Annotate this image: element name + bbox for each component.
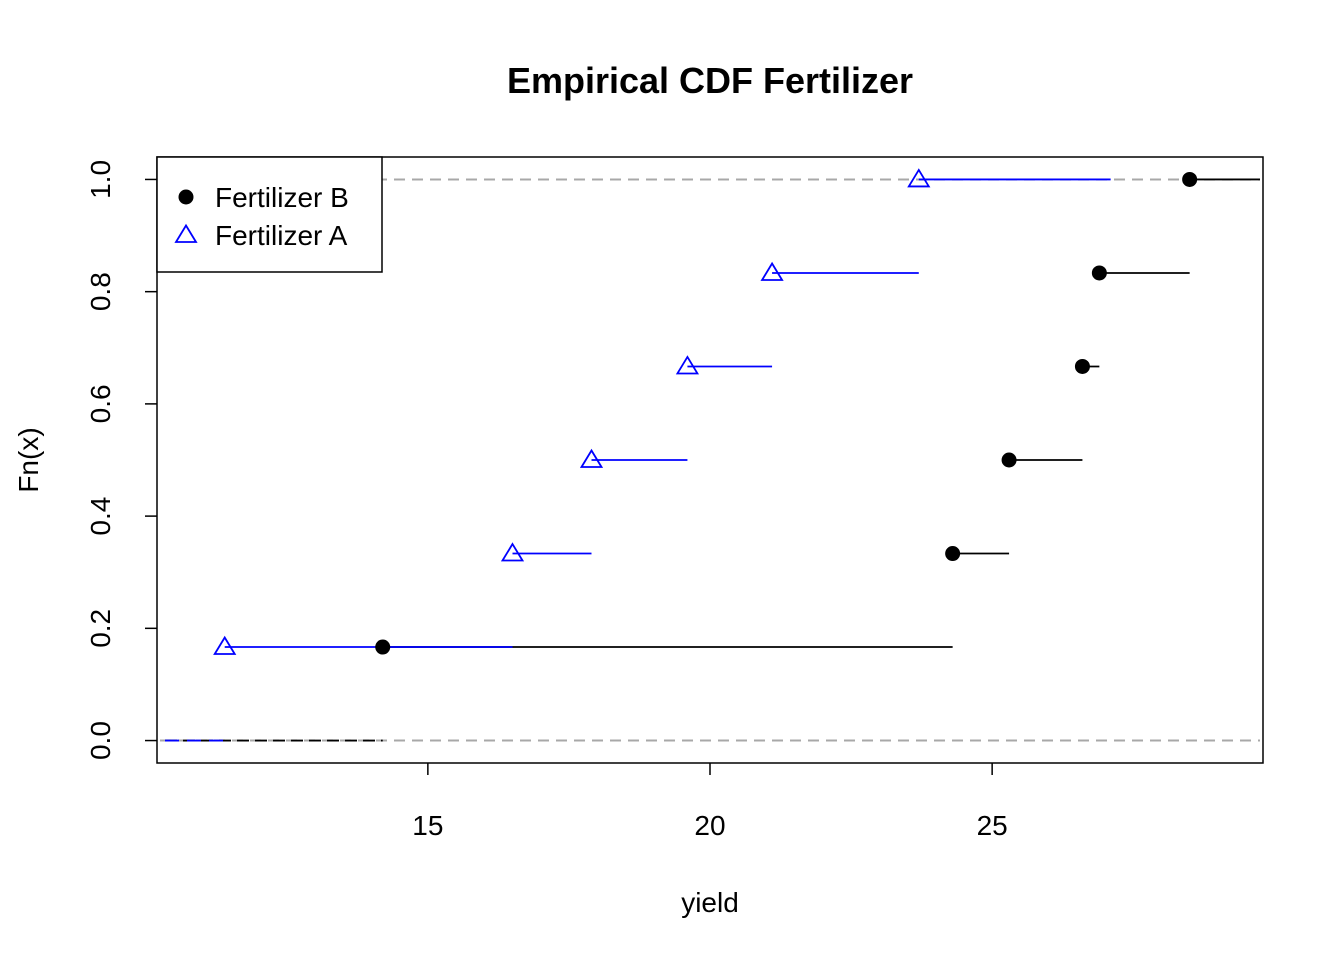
point-fertilizer-b-2 bbox=[945, 546, 961, 562]
y-tick-label-1: 0.2 bbox=[85, 609, 116, 648]
point-fertilizer-a-1 bbox=[213, 635, 237, 655]
x-tick-label-25: 25 bbox=[977, 810, 1008, 841]
y-axis-label: Fn(x) bbox=[13, 427, 44, 492]
y-tick-label-4: 0.8 bbox=[85, 272, 116, 311]
point-fertilizer-a-2 bbox=[500, 542, 525, 562]
point-fertilizer-a-6 bbox=[907, 168, 931, 188]
axes: 15 20 25 0.0 0.2 0.4 0.6 0.8 1.0 bbox=[85, 160, 1008, 841]
y-tick-label-0: 0.0 bbox=[85, 721, 116, 760]
point-fertilizer-b-3 bbox=[1001, 452, 1017, 468]
plot-frame bbox=[156, 156, 1264, 764]
legend-marker-fertilizer-a bbox=[174, 223, 198, 243]
point-fertilizer-b-6 bbox=[1182, 171, 1198, 187]
y-tick-label-5: 1.0 bbox=[85, 160, 116, 199]
point-fertilizer-b-4 bbox=[1074, 358, 1090, 374]
y-tick-label-3: 0.6 bbox=[85, 384, 116, 423]
legend-label-fertilizer-a: Fertilizer A bbox=[215, 220, 348, 251]
x-tick-label-15: 15 bbox=[412, 810, 443, 841]
point-fertilizer-a-5 bbox=[760, 261, 784, 281]
chart-title: Empirical CDF Fertilizer bbox=[507, 60, 913, 101]
legend-label-fertilizer-b: Fertilizer B bbox=[215, 182, 349, 213]
legend-marker-fertilizer-b bbox=[178, 189, 194, 205]
point-fertilizer-b-5 bbox=[1091, 265, 1107, 281]
point-fertilizer-b-1 bbox=[375, 639, 391, 655]
x-axis-label: yield bbox=[681, 887, 739, 918]
step-lines bbox=[165, 178, 1260, 742]
data-markers bbox=[213, 168, 1198, 655]
legend: Fertilizer B Fertilizer A bbox=[156, 156, 383, 273]
y-tick-label-2: 0.4 bbox=[85, 497, 116, 536]
x-tick-label-20: 20 bbox=[694, 810, 725, 841]
point-fertilizer-a-4 bbox=[675, 355, 700, 375]
point-fertilizer-a-3 bbox=[579, 448, 604, 468]
legend-box bbox=[156, 156, 383, 273]
